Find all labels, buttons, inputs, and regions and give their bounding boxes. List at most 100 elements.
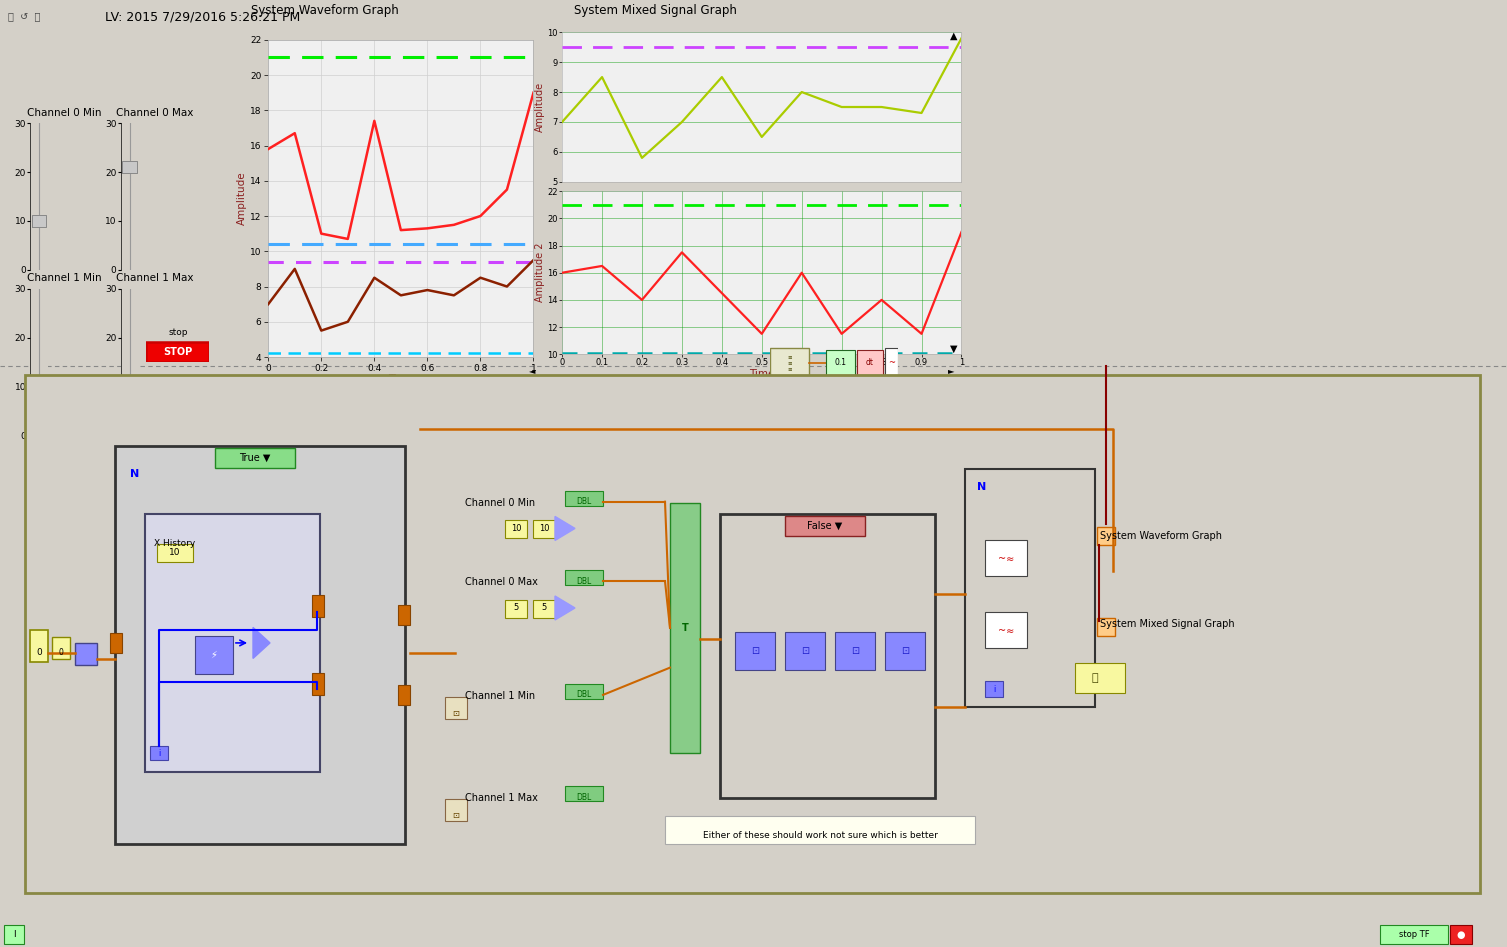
X-axis label: Time: Time — [749, 368, 775, 379]
FancyBboxPatch shape — [145, 513, 319, 772]
Text: ~≈: ~≈ — [998, 553, 1014, 563]
Text: 5: 5 — [514, 603, 518, 613]
Text: 🔊: 🔊 — [1091, 673, 1099, 683]
FancyBboxPatch shape — [665, 815, 975, 844]
FancyBboxPatch shape — [671, 503, 699, 753]
Text: ⊡: ⊡ — [800, 647, 809, 656]
FancyBboxPatch shape — [505, 600, 527, 618]
FancyBboxPatch shape — [565, 786, 603, 801]
Text: Channel 1 Min: Channel 1 Min — [27, 274, 101, 283]
Text: ►: ► — [948, 366, 954, 375]
Text: False ▼: False ▼ — [808, 521, 842, 531]
Text: 10: 10 — [511, 524, 521, 533]
Text: Channel 1 Max: Channel 1 Max — [116, 274, 193, 283]
Text: ⊡: ⊡ — [750, 647, 760, 656]
FancyBboxPatch shape — [1380, 925, 1448, 944]
FancyBboxPatch shape — [30, 630, 48, 662]
Text: ~: ~ — [888, 358, 895, 367]
FancyBboxPatch shape — [312, 595, 324, 617]
FancyBboxPatch shape — [565, 570, 603, 585]
FancyBboxPatch shape — [886, 348, 898, 377]
Text: True ▼: True ▼ — [240, 453, 271, 463]
Text: System Mixed Signal Graph: System Mixed Signal Graph — [1100, 619, 1234, 629]
Text: Channel 0 Min: Channel 0 Min — [27, 108, 101, 117]
Text: 5: 5 — [541, 603, 547, 613]
Text: System Waveform Graph: System Waveform Graph — [1100, 530, 1222, 541]
FancyBboxPatch shape — [115, 446, 405, 844]
FancyBboxPatch shape — [770, 348, 808, 377]
Text: 10: 10 — [169, 548, 181, 557]
FancyBboxPatch shape — [533, 600, 555, 618]
Text: N: N — [131, 469, 140, 479]
FancyBboxPatch shape — [1450, 925, 1472, 944]
FancyBboxPatch shape — [146, 342, 209, 362]
Text: stop TF: stop TF — [1398, 930, 1429, 939]
FancyBboxPatch shape — [857, 350, 883, 375]
FancyBboxPatch shape — [5, 925, 24, 944]
FancyBboxPatch shape — [194, 636, 234, 674]
Text: DBL: DBL — [576, 577, 592, 586]
FancyBboxPatch shape — [964, 469, 1096, 707]
Text: ⚡: ⚡ — [211, 650, 217, 660]
FancyBboxPatch shape — [720, 514, 934, 798]
FancyBboxPatch shape — [533, 521, 555, 539]
FancyBboxPatch shape — [53, 637, 69, 659]
Text: 0: 0 — [36, 649, 42, 657]
Y-axis label: Amplitude 2: Amplitude 2 — [535, 243, 544, 302]
Text: ~≈: ~≈ — [998, 625, 1014, 634]
FancyBboxPatch shape — [735, 633, 775, 670]
FancyBboxPatch shape — [151, 746, 167, 760]
Text: LV: 2015 7/29/2016 5:26:21 PM: LV: 2015 7/29/2016 5:26:21 PM — [105, 10, 301, 23]
Text: ⊡: ⊡ — [452, 708, 460, 718]
FancyBboxPatch shape — [505, 521, 527, 539]
Text: I: I — [12, 930, 15, 939]
Polygon shape — [253, 628, 270, 658]
FancyBboxPatch shape — [445, 799, 467, 821]
FancyBboxPatch shape — [398, 605, 410, 625]
Text: i: i — [158, 749, 160, 758]
FancyBboxPatch shape — [986, 540, 1026, 576]
FancyBboxPatch shape — [785, 633, 824, 670]
FancyBboxPatch shape — [1097, 617, 1115, 635]
FancyBboxPatch shape — [1074, 663, 1126, 693]
Text: System Mixed Signal Graph: System Mixed Signal Graph — [574, 4, 737, 17]
Text: Channel 1 Min: Channel 1 Min — [466, 691, 535, 701]
Text: 10: 10 — [538, 524, 549, 533]
Text: N: N — [977, 482, 986, 491]
FancyBboxPatch shape — [826, 350, 854, 375]
FancyBboxPatch shape — [216, 448, 295, 468]
Text: DBL: DBL — [576, 690, 592, 700]
Text: 0.1: 0.1 — [835, 358, 847, 367]
Text: ≡
≡
≡: ≡ ≡ ≡ — [787, 354, 791, 371]
Text: dt: dt — [867, 358, 874, 367]
FancyBboxPatch shape — [445, 697, 467, 719]
Text: Channel 0 Min: Channel 0 Min — [466, 498, 535, 508]
Y-axis label: Amplitude: Amplitude — [237, 171, 247, 225]
Text: i: i — [993, 685, 995, 694]
FancyBboxPatch shape — [885, 633, 925, 670]
FancyBboxPatch shape — [785, 516, 865, 536]
Text: DBL: DBL — [576, 497, 592, 507]
FancyBboxPatch shape — [157, 544, 193, 562]
Text: Channel 0 Max: Channel 0 Max — [466, 578, 538, 587]
Text: STOP: STOP — [163, 347, 193, 357]
Polygon shape — [555, 516, 576, 541]
Text: ◄: ◄ — [529, 366, 535, 375]
Text: ⊡: ⊡ — [452, 811, 460, 820]
Polygon shape — [555, 596, 576, 620]
Text: ▼: ▼ — [951, 344, 957, 353]
Text: Channel 0 Max: Channel 0 Max — [116, 108, 193, 117]
Text: DBL: DBL — [576, 793, 592, 802]
FancyBboxPatch shape — [565, 491, 603, 506]
Text: T: T — [681, 623, 689, 633]
FancyBboxPatch shape — [1097, 527, 1115, 545]
FancyBboxPatch shape — [312, 672, 324, 694]
Text: stop: stop — [169, 329, 187, 337]
Text: ✋  ↺  🎬: ✋ ↺ 🎬 — [8, 11, 39, 22]
Y-axis label: Amplitude: Amplitude — [535, 82, 544, 132]
Text: ⊡: ⊡ — [901, 647, 909, 656]
Text: X History: X History — [154, 539, 196, 548]
Text: Either of these should work not sure which is better: Either of these should work not sure whi… — [702, 831, 937, 840]
Text: 0: 0 — [59, 649, 63, 657]
Text: ⊡: ⊡ — [851, 647, 859, 656]
